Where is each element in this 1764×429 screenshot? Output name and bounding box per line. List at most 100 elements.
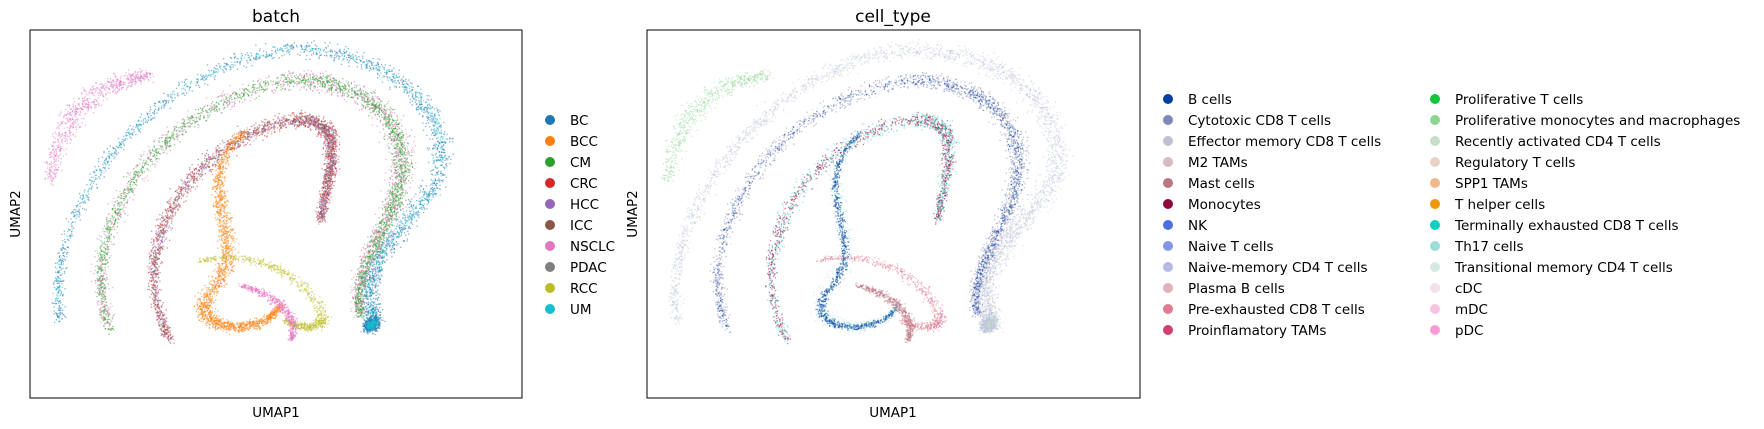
legend-item-icc: ICC [545, 218, 593, 234]
cell-type-title: cell_type [855, 7, 931, 27]
cell-type-legend: B cells Cytotoxic CD8 T cells Effector mem… [1163, 92, 1740, 339]
legend-label: HCC [570, 197, 599, 213]
legend-marker [1430, 94, 1440, 104]
legend-marker [1430, 136, 1440, 146]
legend-label: RCC [570, 281, 598, 297]
legend-label: Proliferative monocytes and macrophages [1455, 113, 1740, 129]
legend-item-spp1-tams: SPP1 TAMs [1430, 176, 1528, 192]
legend-item-effector-memory-cd8-t-cells: Effector memory CD8 T cells [1163, 134, 1381, 150]
legend-item-proinflamatory-tams: Proinflamatory TAMs [1163, 323, 1326, 339]
batch-umap-points [44, 40, 454, 344]
legend-label: UM [570, 302, 592, 318]
legend-marker [1163, 199, 1173, 209]
legend-label: Naive-memory CD4 T cells [1188, 260, 1368, 276]
legend-marker [1163, 178, 1173, 188]
legend-item-monocytes: Monocytes [1163, 197, 1261, 213]
legend-item-pdac: PDAC [545, 260, 607, 276]
legend-marker [1163, 136, 1173, 146]
legend-marker [1430, 199, 1440, 209]
legend-marker [545, 241, 555, 251]
legend-item-um: UM [545, 302, 592, 318]
legend-marker [1163, 94, 1173, 104]
legend-marker [545, 199, 555, 209]
legend-label: BC [570, 113, 588, 129]
legend-item-mdc: mDC [1430, 302, 1488, 318]
legend-marker [1163, 241, 1173, 251]
batch-panel: batch UMAP1 UMAP2 BC BCC CM CRC HCC ICC NSCLC P… [8, 7, 615, 421]
legend-item-bcc: BCC [545, 134, 598, 150]
legend-item-pdc: pDC [1430, 323, 1483, 339]
legend-label: Regulatory T cells [1455, 155, 1575, 171]
legend-label: Proliferative T cells [1455, 92, 1583, 108]
legend-label: ICC [570, 218, 593, 234]
legend-item-naive-t-cells: Naive T cells [1163, 239, 1274, 255]
legend-marker [1430, 157, 1440, 167]
legend-item-terminally-exhausted-cd8-t-cells: Terminally exhausted CD8 T cells [1430, 218, 1679, 234]
legend-label: CRC [570, 176, 598, 192]
legend-item-mast-cells: Mast cells [1163, 176, 1255, 192]
legend-marker [1163, 115, 1173, 125]
legend-marker [545, 157, 555, 167]
legend-label: Monocytes [1188, 197, 1261, 213]
legend-label: NK [1188, 218, 1208, 234]
legend-label: cDC [1455, 281, 1482, 297]
legend-marker [1430, 304, 1440, 314]
legend-item-bc: BC [545, 113, 588, 129]
legend-marker [545, 178, 555, 188]
legend-item-recently-activated-cd4-t-cells: Recently activated CD4 T cells [1430, 134, 1661, 150]
legend-marker [1430, 178, 1440, 188]
cell-type-x-axis-label: UMAP1 [869, 405, 917, 421]
legend-label: Effector memory CD8 T cells [1188, 134, 1381, 150]
legend-item-cm: CM [545, 155, 591, 171]
legend-label: SPP1 TAMs [1455, 176, 1528, 192]
legend-label: Pre-exhausted CD8 T cells [1188, 302, 1365, 318]
legend-marker [1430, 325, 1440, 335]
batch-y-axis-label: UMAP2 [8, 190, 24, 238]
legend-item-plasma-b-cells: Plasma B cells [1163, 281, 1285, 297]
legend-label: NSCLC [570, 239, 615, 255]
legend-marker [1163, 304, 1173, 314]
legend-label: Naive T cells [1188, 239, 1274, 255]
cell-type-umap-points [661, 39, 1074, 344]
legend-item-pre-exhausted-cd8-t-cells: Pre-exhausted CD8 T cells [1163, 302, 1365, 318]
cell-type-y-axis-label: UMAP2 [625, 190, 641, 238]
legend-item-hcc: HCC [545, 197, 599, 213]
legend-marker [545, 136, 555, 146]
batch-title: batch [252, 7, 300, 27]
legend-label: mDC [1455, 302, 1488, 318]
legend-marker [545, 283, 555, 293]
legend-marker [545, 262, 555, 272]
legend-item-proliferative-t-cells: Proliferative T cells [1430, 92, 1583, 108]
legend-item-rcc: RCC [545, 281, 598, 297]
batch-x-axis-label: UMAP1 [252, 405, 300, 421]
legend-marker [1430, 262, 1440, 272]
legend-item-proliferative-monocytes-and-macrophages: Proliferative monocytes and macrophages [1430, 113, 1740, 129]
legend-item-cytotoxic-cd8-t-cells: Cytotoxic CD8 T cells [1163, 113, 1331, 129]
legend-label: pDC [1455, 323, 1483, 339]
legend-label: B cells [1188, 92, 1232, 108]
legend-item-naive-memory-cd4-t-cells: Naive-memory CD4 T cells [1163, 260, 1368, 276]
legend-label: M2 TAMs [1188, 155, 1248, 171]
legend-marker [1430, 220, 1440, 230]
cell-type-panel: cell_type UMAP1 UMAP2 B cells Cytotoxic C… [625, 7, 1740, 421]
legend-marker [1163, 283, 1173, 293]
legend-label: Proinflamatory TAMs [1188, 323, 1326, 339]
legend-label: Recently activated CD4 T cells [1455, 134, 1661, 150]
legend-item-regulatory-t-cells: Regulatory T cells [1430, 155, 1575, 171]
legend-item-nk: NK [1163, 218, 1208, 234]
legend-item-nsclc: NSCLC [545, 239, 615, 255]
legend-label: Mast cells [1188, 176, 1255, 192]
legend-label: CM [570, 155, 591, 171]
legend-marker [545, 220, 555, 230]
legend-marker [1430, 115, 1440, 125]
legend-marker [1163, 325, 1173, 335]
legend-label: PDAC [570, 260, 607, 276]
legend-item-th17-cells: Th17 cells [1430, 239, 1524, 255]
legend-item-t-helper-cells: T helper cells [1430, 197, 1545, 213]
legend-label: Terminally exhausted CD8 T cells [1454, 218, 1679, 234]
legend-item-m2-tams: M2 TAMs [1163, 155, 1248, 171]
legend-label: Plasma B cells [1188, 281, 1285, 297]
legend-marker [1163, 220, 1173, 230]
legend-marker [1163, 157, 1173, 167]
